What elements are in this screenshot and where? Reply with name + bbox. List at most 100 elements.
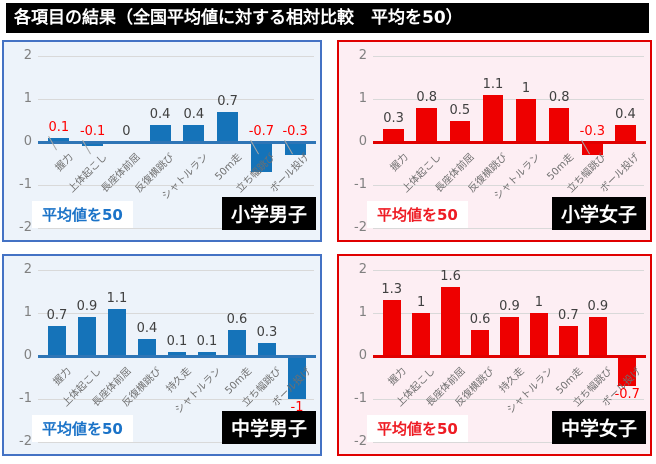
gridline [373, 441, 644, 443]
value-label: 0.1 [48, 119, 70, 135]
group-label-text: 中学女子 [560, 418, 637, 440]
y-axis-tick-label: 0 [358, 348, 367, 363]
zero-axis-line [373, 355, 646, 358]
gridline [38, 441, 314, 443]
bar [618, 356, 637, 387]
y-axis-tick-label: -1 [19, 391, 32, 406]
bar [500, 317, 519, 356]
bar [227, 330, 247, 356]
bar [107, 308, 127, 356]
value-label: 0.6 [469, 312, 491, 328]
value-label: 1 [534, 295, 544, 310]
category-label: 握力 [388, 151, 411, 174]
y-axis-tick-label: 1 [23, 305, 32, 320]
bar [48, 137, 70, 142]
average-note: 平均値を50 [32, 415, 133, 442]
average-note-text: 平均値を50 [377, 420, 458, 438]
y-axis-tick-label: -1 [19, 177, 32, 192]
chart-panel-elementary-boys: 2 1 0 -1 -2 握力 0.1 上体起こし -0.1 長座体前屈 0 反復横跳び 0.4 シャトルラ… [2, 40, 322, 242]
average-note-text: 平均値を50 [42, 206, 123, 224]
value-label: 1.6 [440, 269, 461, 285]
y-axis-tick-label: -1 [354, 177, 367, 192]
value-label: -0.7 [248, 124, 275, 139]
average-note-text: 平均値を50 [377, 206, 458, 224]
category-label: 握力 [51, 365, 74, 388]
gridline [38, 227, 314, 229]
gridline [373, 98, 644, 100]
value-label: 0.3 [383, 111, 404, 127]
bar [287, 356, 307, 399]
gridline [373, 55, 644, 57]
chart-panel-elementary-girls: 2 1 0 -1 -2 握力 0.3 上体起こし 0.8 長座体前屈 0.5 反復横跳び 1.1 シャトル… [337, 40, 652, 242]
value-label: 0.9 [587, 299, 609, 315]
bar-chart-junior-high-girls: 2 1 0 -1 -2 握力 1.3 上体起こし 1 長座体前屈 1.6 反復横跳び 0.6 持久走 0.9… [339, 256, 650, 454]
group-label-text: 小学男子 [230, 204, 307, 226]
y-axis-tick-label: 0 [23, 134, 32, 149]
bar [559, 325, 578, 356]
bar-chart-elementary-boys: 2 1 0 -1 -2 握力 0.1 上体起こし -0.1 長座体前屈 0 反復横跳び 0.4 シャトルラ… [4, 42, 320, 240]
group-label: 小学女子 [551, 197, 646, 230]
bar [47, 325, 67, 356]
bar [197, 351, 217, 356]
y-axis-tick-label: -1 [354, 391, 367, 406]
y-axis-tick-label: 1 [358, 91, 367, 106]
value-label: 0.8 [416, 89, 438, 105]
gridline [38, 398, 314, 400]
gridline [38, 312, 314, 314]
bar [449, 120, 471, 142]
y-axis-tick-label: 2 [23, 48, 32, 63]
value-label: 1.1 [106, 290, 128, 306]
group-label: 中学男子 [221, 411, 316, 444]
bar [382, 300, 401, 356]
y-axis-tick-label: 2 [23, 262, 32, 277]
bar [588, 317, 607, 356]
chart-panel-junior-high-girls: 2 1 0 -1 -2 握力 1.3 上体起こし 1 長座体前屈 1.6 反復横跳び 0.6 持久走 0.9… [337, 254, 652, 456]
average-note-text: 平均値を50 [42, 420, 123, 438]
value-label: 1 [521, 81, 531, 96]
bar [383, 129, 404, 142]
bar [257, 343, 277, 356]
y-axis-tick-label: -2 [354, 220, 367, 235]
group-label-text: 小学女子 [560, 204, 637, 226]
value-label: 0 [122, 124, 131, 139]
value-label: -0.1 [79, 124, 106, 139]
value-label: 1.1 [482, 76, 504, 92]
bar [515, 99, 537, 142]
value-label: 0.7 [217, 93, 238, 109]
bar [217, 111, 239, 142]
gridline [38, 184, 314, 186]
gridline [38, 55, 314, 57]
bar [183, 124, 205, 142]
gridline [373, 398, 644, 400]
bar [470, 330, 490, 356]
value-label: 1.3 [381, 282, 403, 298]
y-axis-tick-label: 0 [358, 134, 367, 149]
bar [615, 124, 636, 142]
bar [529, 313, 549, 356]
gridline [38, 98, 314, 100]
bar [416, 107, 437, 142]
average-note: 平均値を50 [367, 415, 468, 442]
bar [137, 338, 157, 356]
value-label: 0.6 [226, 312, 248, 328]
bar [149, 124, 171, 142]
value-label: 0.7 [46, 307, 68, 323]
y-axis-tick-label: -2 [19, 434, 32, 449]
zero-axis-line [38, 141, 316, 144]
y-axis-tick-label: 1 [23, 91, 32, 106]
y-axis-tick-label: 0 [23, 348, 32, 363]
chart-panel-junior-high-boys: 2 1 0 -1 -2 握力 0.7 上体起こし 0.9 長座体前屈 1.1 反復横跳び 0.4 持久走 0… [2, 254, 322, 456]
y-axis-tick-label: -2 [354, 434, 367, 449]
zero-axis-line [38, 355, 316, 358]
value-label: 0.3 [256, 325, 278, 341]
value-label: 1 [417, 295, 426, 310]
y-axis-tick-label: 2 [358, 262, 367, 277]
value-label: 0.1 [196, 333, 218, 349]
bar [482, 94, 504, 142]
gridline [373, 269, 644, 271]
value-label: -0.3 [579, 124, 605, 139]
page-title: 各項目の結果（全国平均値に対する相対比較 平均を50） [6, 3, 649, 33]
average-note: 平均値を50 [32, 201, 133, 228]
y-axis-tick-label: 1 [358, 305, 367, 320]
